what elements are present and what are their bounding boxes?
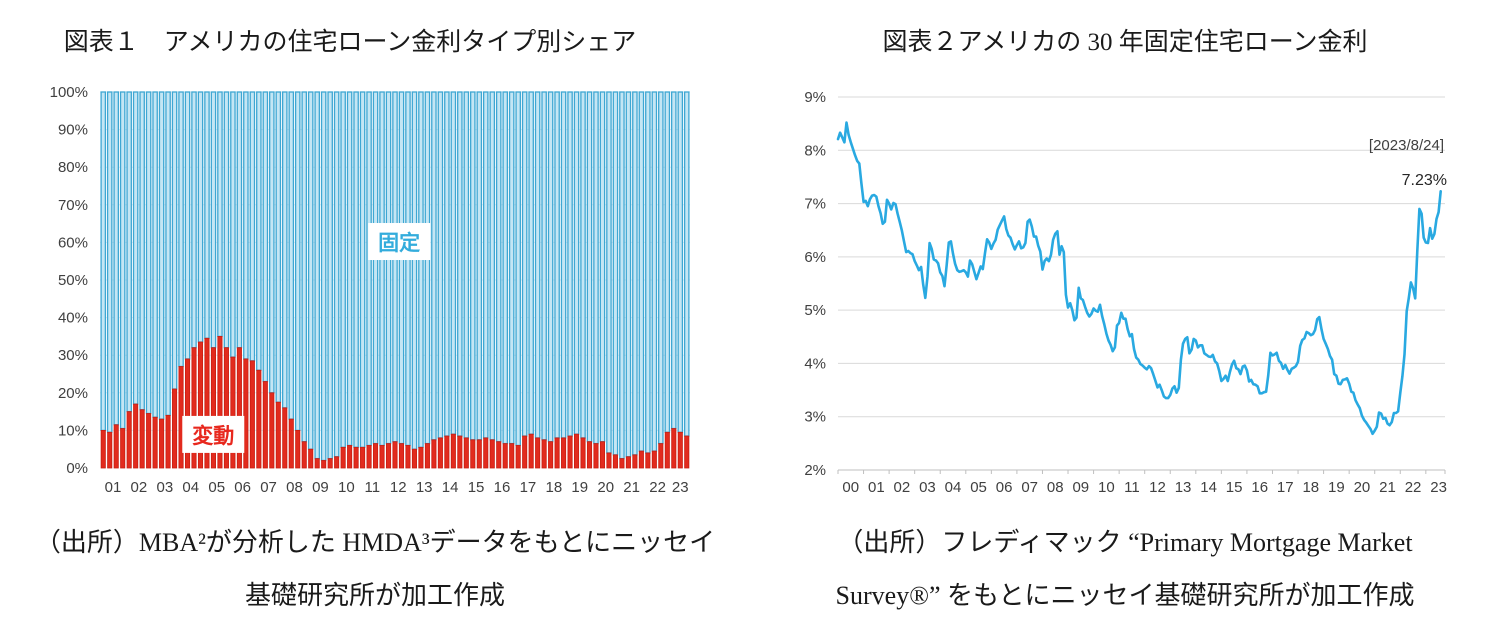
- latest-rate-annotation: 7.23%: [1402, 172, 1447, 189]
- svg-text:14: 14: [442, 479, 459, 496]
- svg-text:11: 11: [1124, 479, 1140, 496]
- svg-text:23: 23: [1430, 479, 1447, 496]
- svg-text:80%: 80%: [58, 159, 88, 176]
- right-source-caption-line1: （出所）フレディマック “Primary Mortgage Market: [837, 528, 1413, 557]
- svg-text:2%: 2%: [804, 462, 826, 479]
- svg-text:08: 08: [1047, 479, 1064, 496]
- svg-text:40%: 40%: [58, 310, 88, 327]
- svg-text:20%: 20%: [58, 385, 88, 402]
- svg-text:07: 07: [1021, 479, 1038, 496]
- svg-text:21: 21: [623, 479, 640, 496]
- svg-text:01: 01: [868, 479, 885, 496]
- svg-text:90%: 90%: [58, 122, 88, 139]
- svg-text:10%: 10%: [58, 422, 88, 439]
- svg-text:7%: 7%: [804, 196, 826, 213]
- svg-text:変動: 変動: [192, 424, 234, 448]
- svg-text:70%: 70%: [58, 197, 88, 214]
- left-chart-title: 図表１ アメリカの住宅ローン金利タイプ別シェア: [63, 29, 637, 56]
- svg-text:13: 13: [1175, 479, 1192, 496]
- svg-text:05: 05: [970, 479, 987, 496]
- svg-text:09: 09: [312, 479, 329, 496]
- svg-text:02: 02: [131, 479, 148, 496]
- svg-text:4%: 4%: [804, 355, 826, 372]
- svg-text:16: 16: [494, 479, 511, 496]
- svg-text:06: 06: [234, 479, 251, 496]
- svg-text:15: 15: [468, 479, 485, 496]
- svg-text:04: 04: [182, 479, 199, 496]
- right-chart-title: 図表２アメリカの 30 年固定住宅ローン金利: [882, 29, 1368, 56]
- svg-text:22: 22: [1405, 479, 1422, 496]
- svg-text:20: 20: [1354, 479, 1371, 496]
- svg-text:6%: 6%: [804, 249, 826, 266]
- svg-text:04: 04: [945, 479, 962, 496]
- svg-text:12: 12: [390, 479, 407, 496]
- thirty-year-fixed-rate-line-chart: 2% 3% 4% 5% 6% 7% 8% 9% 00 01 02 03 04 05 06 07 08 09 10 11…: [804, 89, 1447, 496]
- svg-text:17: 17: [520, 479, 537, 496]
- as-of-date-annotation: [2023/8/24]: [1369, 137, 1444, 154]
- svg-text:19: 19: [571, 479, 588, 496]
- svg-text:9%: 9%: [804, 89, 826, 106]
- svg-text:3%: 3%: [804, 409, 826, 426]
- svg-text:01: 01: [105, 479, 122, 496]
- svg-text:18: 18: [546, 479, 563, 496]
- svg-text:23: 23: [672, 479, 689, 496]
- svg-text:20: 20: [597, 479, 614, 496]
- svg-text:100%: 100%: [50, 84, 88, 101]
- svg-text:12: 12: [1149, 479, 1166, 496]
- svg-text:03: 03: [156, 479, 173, 496]
- svg-text:8%: 8%: [804, 142, 826, 159]
- svg-text:30%: 30%: [58, 347, 88, 364]
- right-source-caption-line2: Survey®” をもとにニッセイ基礎研究所が加工作成: [835, 581, 1415, 610]
- svg-text:08: 08: [286, 479, 303, 496]
- svg-text:14: 14: [1200, 479, 1217, 496]
- left-source-caption-line2: 基礎研究所が加工作成: [244, 581, 505, 610]
- svg-text:10: 10: [338, 479, 355, 496]
- svg-text:22: 22: [649, 479, 666, 496]
- mortgage-type-share-bar-chart: 0% 10% 20% 30% 40% 50% 60% 70% 80% 90% 100% 01 02 03 0…: [50, 84, 690, 496]
- svg-text:05: 05: [208, 479, 225, 496]
- svg-text:5%: 5%: [804, 302, 826, 319]
- left-source-caption-line1: （出所）MBA²が分析した HMDA³データをもとにニッセイ: [34, 528, 716, 557]
- svg-text:11: 11: [365, 479, 381, 496]
- svg-text:16: 16: [1251, 479, 1268, 496]
- svg-text:17: 17: [1277, 479, 1294, 496]
- svg-text:06: 06: [996, 479, 1013, 496]
- svg-text:15: 15: [1226, 479, 1243, 496]
- svg-text:21: 21: [1379, 479, 1396, 496]
- svg-text:00: 00: [842, 479, 859, 496]
- svg-text:18: 18: [1302, 479, 1319, 496]
- svg-text:13: 13: [416, 479, 433, 496]
- svg-text:0%: 0%: [66, 460, 88, 477]
- svg-text:07: 07: [260, 479, 277, 496]
- svg-text:09: 09: [1072, 479, 1089, 496]
- svg-text:19: 19: [1328, 479, 1345, 496]
- svg-text:固定: 固定: [378, 231, 420, 255]
- svg-text:10: 10: [1098, 479, 1115, 496]
- svg-text:03: 03: [919, 479, 936, 496]
- svg-text:60%: 60%: [58, 234, 88, 251]
- svg-text:50%: 50%: [58, 272, 88, 289]
- svg-text:02: 02: [894, 479, 911, 496]
